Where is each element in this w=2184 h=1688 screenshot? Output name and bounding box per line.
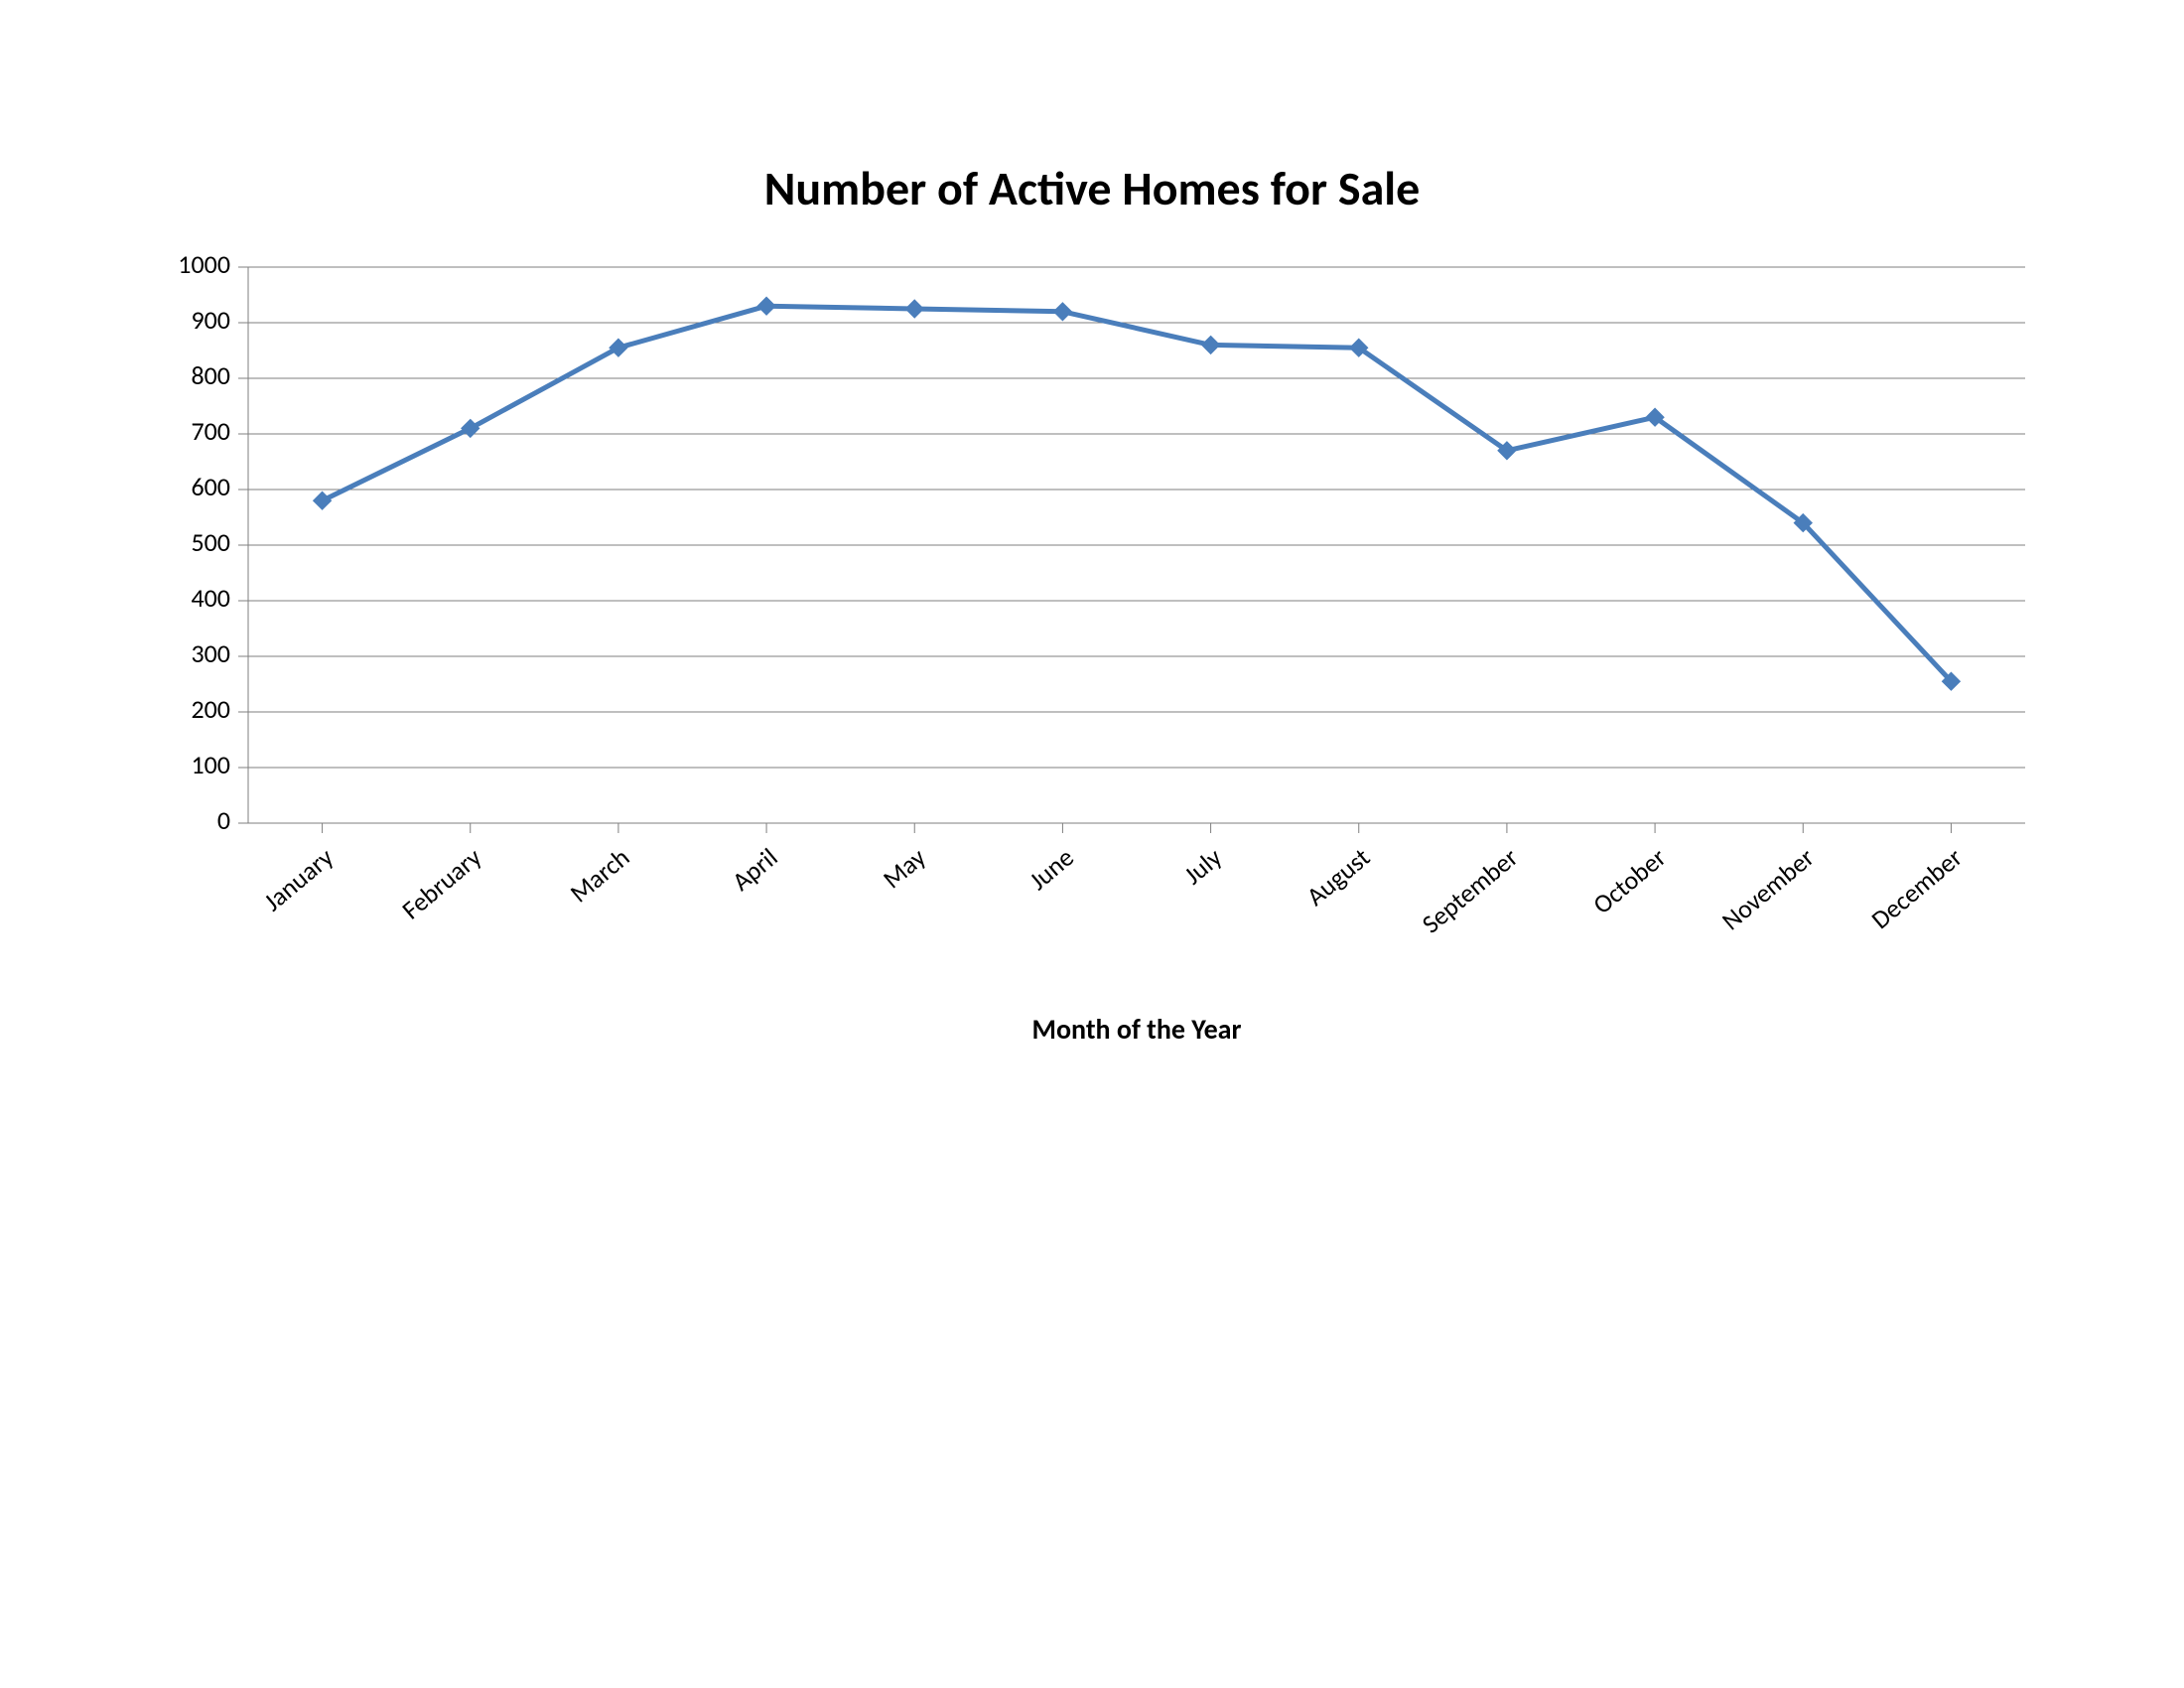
x-tick-label: January [257, 841, 340, 917]
y-tick-label: 0 [217, 804, 230, 836]
chart-title: Number of Active Homes for Sale [119, 159, 2065, 217]
x-tick-label: February [395, 841, 487, 925]
x-tick-label: September [1416, 841, 1525, 939]
x-tick-label-group: October [1586, 841, 1672, 920]
x-tick-label-group: July [1177, 841, 1228, 891]
data-marker [610, 339, 627, 356]
y-tick-label: 1000 [178, 248, 230, 280]
x-tick-label: April [726, 841, 784, 897]
data-marker [757, 297, 775, 315]
x-tick-label: October [1586, 841, 1672, 920]
y-tick-label: 200 [191, 693, 230, 725]
y-tick-label: 800 [191, 359, 230, 391]
x-tick-label: March [564, 841, 636, 909]
x-tick-label: June [1023, 841, 1080, 897]
x-tick-label-group: June [1023, 841, 1080, 897]
x-tick-label: August [1299, 841, 1376, 913]
y-tick-label: 300 [191, 637, 230, 669]
data-line [323, 306, 1952, 681]
x-tick-label-group: November [1715, 841, 1821, 936]
x-tick-label-group: May [877, 841, 932, 895]
x-tick-label: December [1864, 841, 1968, 935]
x-tick-label-group: December [1864, 841, 1968, 935]
y-tick-label: 700 [191, 415, 230, 447]
x-tick-label: May [877, 841, 932, 895]
chart-container: Number of Active Homes for Sale 0 100 200 3… [119, 159, 2065, 1096]
x-tick-label-group: April [726, 841, 784, 897]
y-tick-label: 600 [191, 471, 230, 502]
data-marker [1053, 303, 1071, 321]
x-tick-label-group: March [564, 841, 636, 909]
x-tick-label-group: August [1299, 841, 1376, 913]
y-tick-label: 400 [191, 582, 230, 614]
y-tick-label: 900 [191, 304, 230, 336]
data-marker [905, 300, 923, 318]
data-marker [314, 492, 332, 509]
x-tick-label-group: January [257, 841, 340, 917]
x-tick-label-group: February [395, 841, 487, 925]
x-tick-label: November [1715, 841, 1821, 936]
x-tick-label: July [1177, 841, 1228, 891]
y-tick-label: 100 [191, 749, 230, 780]
data-marker [1202, 336, 1220, 353]
line-chart: 0 100 200 300 400 500 600 700 800 900 1000 January F… [119, 247, 2065, 1061]
y-tick-label: 500 [191, 526, 230, 558]
x-tick-label-group: September [1416, 841, 1525, 939]
data-marker [462, 419, 479, 437]
x-axis-title: Month of the Year [119, 1012, 2065, 1047]
